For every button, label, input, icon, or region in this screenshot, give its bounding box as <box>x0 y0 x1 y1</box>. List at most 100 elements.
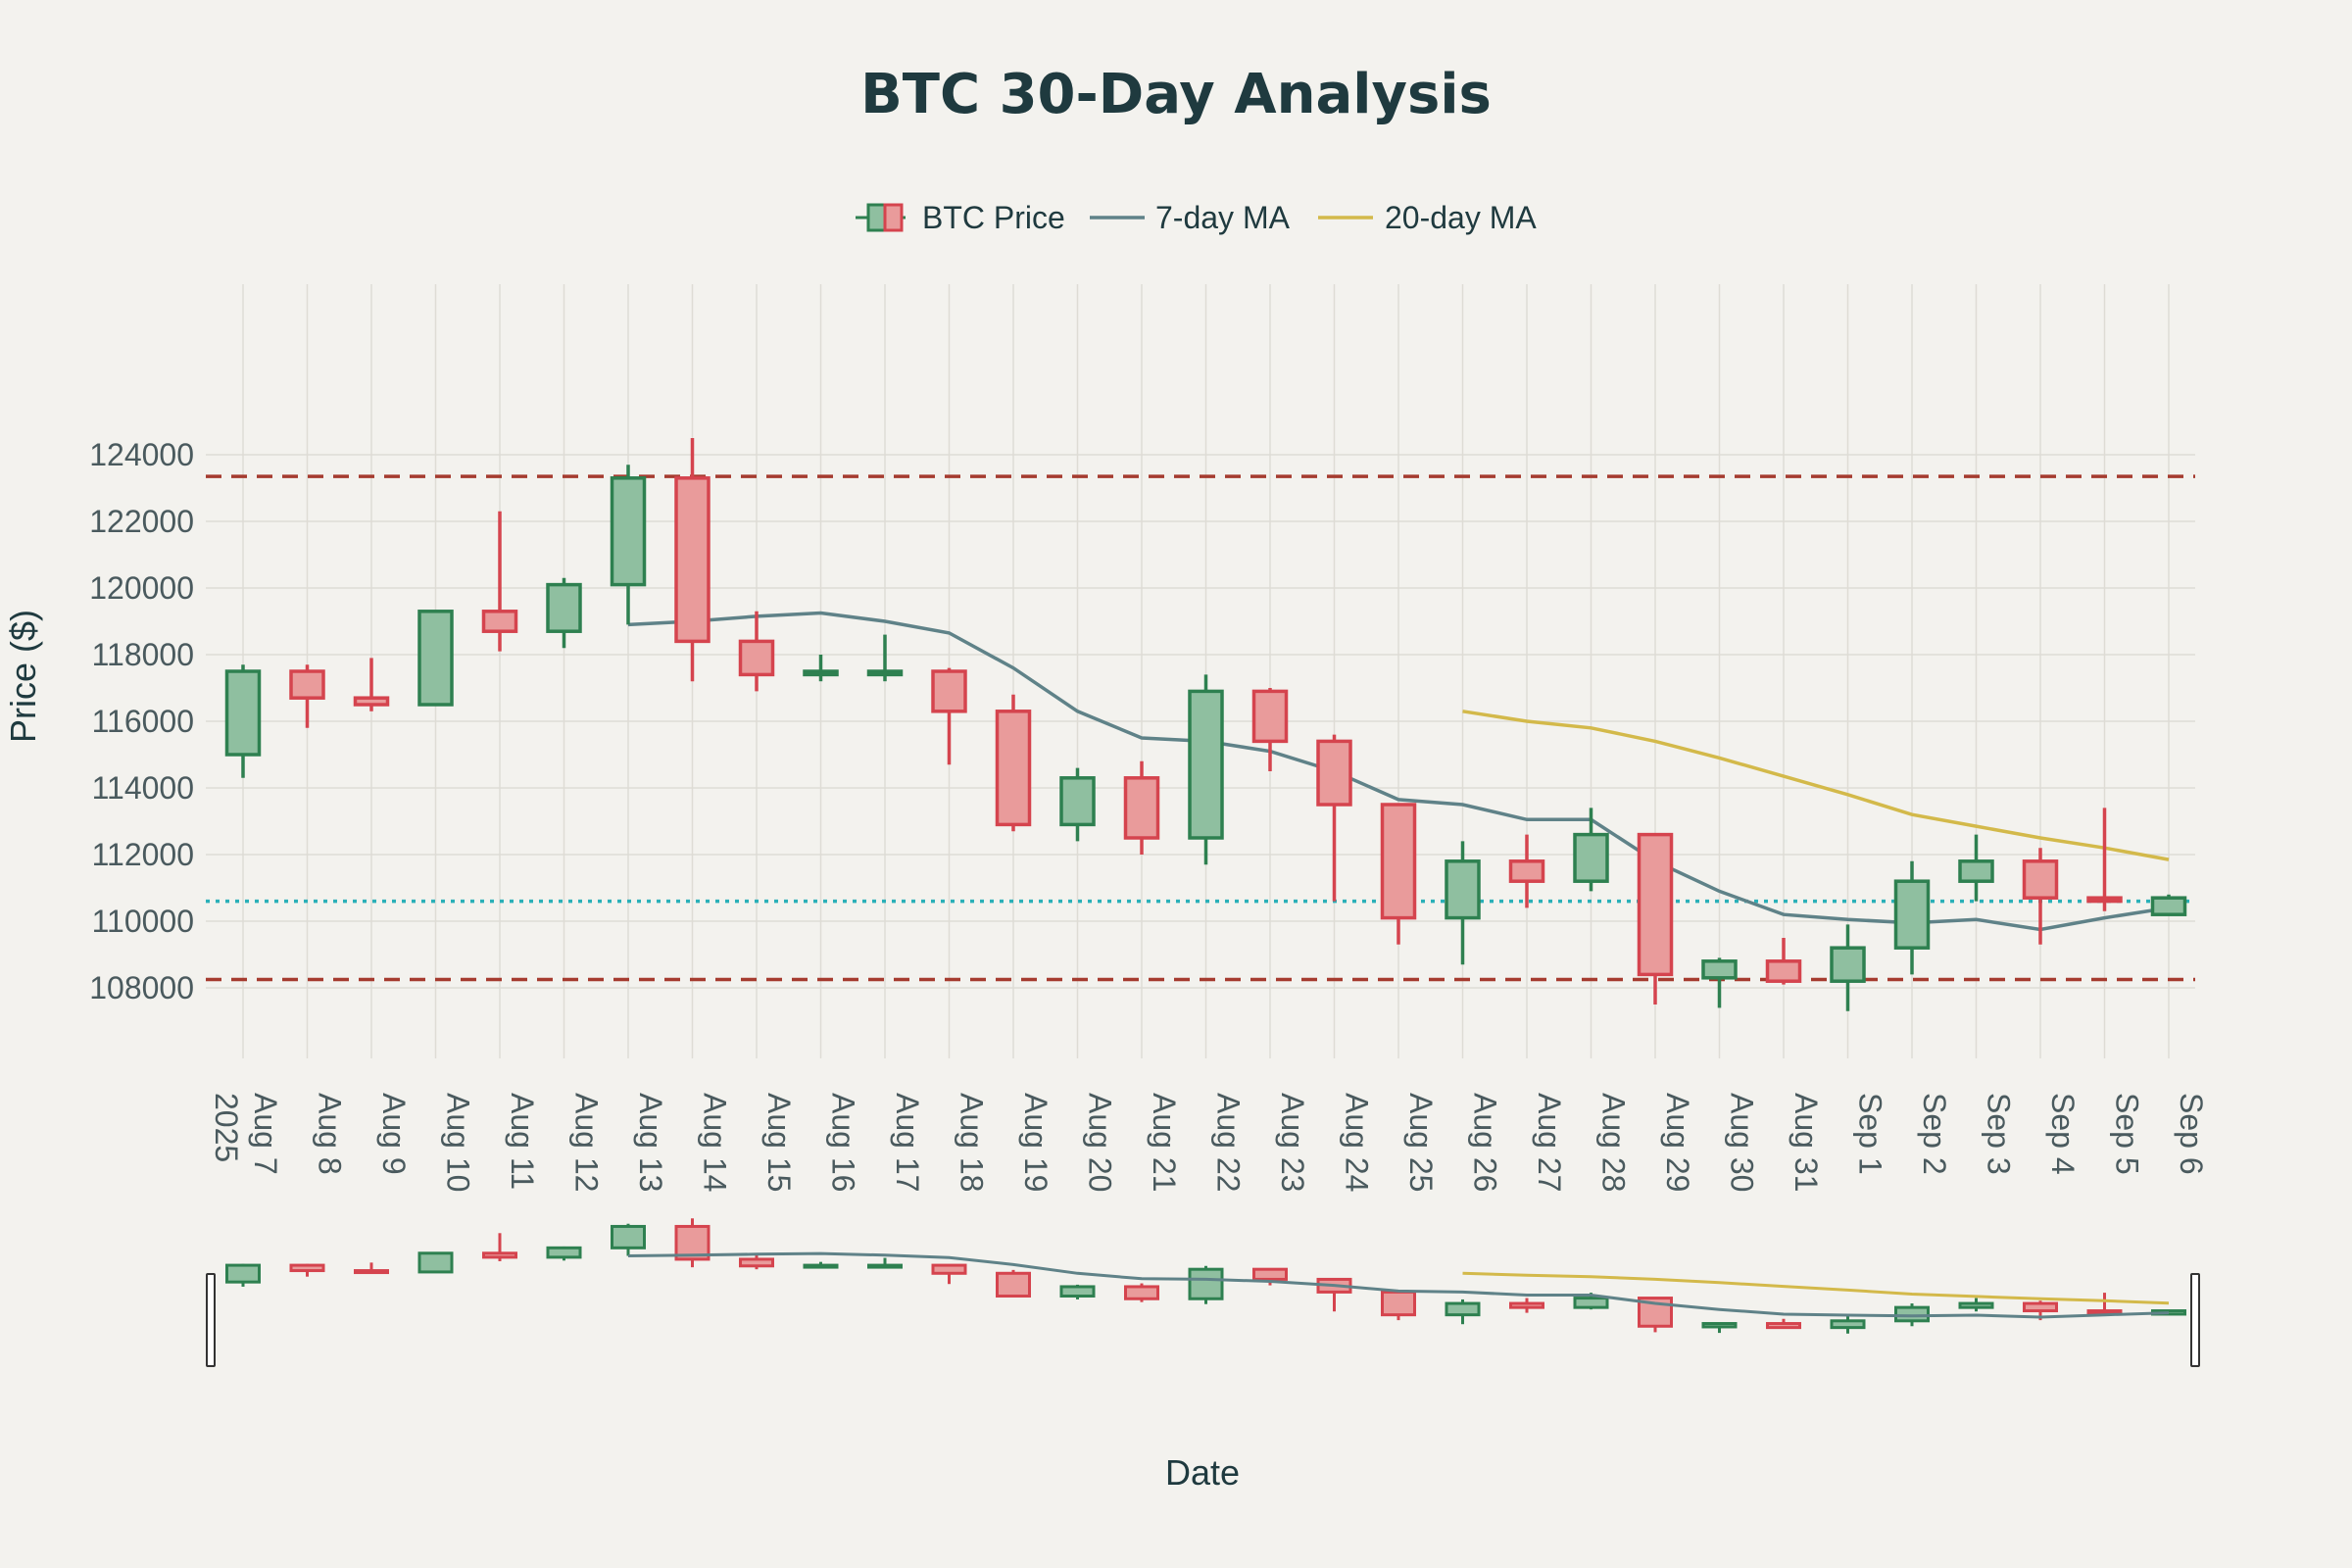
slider-body <box>482 1251 517 1259</box>
btc-candle <box>1188 674 1224 865</box>
y-tick-label: 116000 <box>92 704 194 739</box>
x-tick-label: Aug 23 <box>1275 1093 1310 1192</box>
btc-body <box>866 669 904 677</box>
y-tick-label: 110000 <box>92 904 194 939</box>
slider-candle <box>1701 1322 1738 1334</box>
btc-body <box>224 669 262 757</box>
slider-candle <box>739 1252 774 1270</box>
x-tick-label: Aug 21 <box>1147 1093 1182 1192</box>
btc-candle <box>417 610 454 707</box>
slider-body <box>1958 1301 1994 1309</box>
x-tick-label: Aug 22 <box>1211 1093 1247 1192</box>
btc-body <box>1701 959 1738 980</box>
slider-body <box>1509 1301 1544 1309</box>
btc-candle <box>610 465 647 625</box>
slider-body <box>2086 1309 2123 1315</box>
btc-candle <box>289 664 325 728</box>
btc-candle <box>866 634 904 682</box>
x-tick-label: Aug 19 <box>1018 1093 1054 1192</box>
x-tick-label: Aug 26 <box>1468 1093 1503 1192</box>
y-tick-label: 112000 <box>92 837 194 872</box>
btc-candle <box>2086 808 2123 911</box>
y-tick-label: 108000 <box>89 970 194 1005</box>
x-tick-label: Aug 16 <box>826 1093 861 1192</box>
btc-body <box>1445 859 1481 920</box>
btc-candle <box>353 658 390 711</box>
slider-candle <box>996 1269 1031 1298</box>
btc-candle <box>1637 832 1674 1004</box>
btc-body <box>1188 689 1224 840</box>
x-tick-label: Sep 2 <box>1917 1093 1952 1175</box>
btc-candle <box>1508 834 1545 908</box>
btc-candle <box>1123 760 1160 855</box>
y-axis-title: Price ($) <box>3 610 43 743</box>
x-tick-year-label: 2025 <box>209 1093 244 1162</box>
btc-candle <box>481 511 518 652</box>
x-tick-label: Aug 24 <box>1340 1093 1375 1192</box>
btc-body <box>738 639 775 677</box>
x-axis-ticks: Aug 7 Aug 8 Aug 9 Aug 10 Aug 11 Aug 12 Aug 13 A… <box>209 1093 2209 1192</box>
slider-body <box>739 1257 774 1268</box>
slider-body <box>1381 1290 1416 1317</box>
legend-icon-up <box>866 203 887 232</box>
slider-body <box>611 1224 646 1250</box>
btc-body <box>2150 896 2187 916</box>
slider-left-handle[interactable] <box>206 1273 216 1367</box>
range-slider[interactable] <box>206 1218 2200 1367</box>
legend[interactable]: BTC Price 7-day MA 20-day MA <box>856 200 1537 235</box>
slider-candle <box>1188 1265 1224 1304</box>
btc-candle <box>2150 894 2187 916</box>
x-tick-label: Sep 6 <box>2174 1093 2209 1175</box>
x-tick-label: Aug 29 <box>1660 1093 1695 1192</box>
x-tick-label: Aug 15 <box>761 1093 797 1192</box>
btc-body <box>1123 776 1160 840</box>
slider-right-handle[interactable] <box>2190 1273 2200 1367</box>
slider-body <box>867 1263 903 1269</box>
slider-candle <box>803 1261 839 1269</box>
x-tick-label: Aug 17 <box>890 1093 925 1192</box>
chart-title: BTC 30-Day Analysis <box>860 63 1492 126</box>
btc-candle <box>1893 860 1931 975</box>
slider-candle <box>354 1262 389 1275</box>
btc-candle <box>1059 767 1096 842</box>
btc-candle <box>931 667 967 765</box>
slider-candle <box>1830 1316 1866 1334</box>
slider-candle <box>482 1233 517 1261</box>
btc-candle <box>2022 848 2059 945</box>
x-axis-title: Date <box>1165 1452 1240 1493</box>
slider-candle <box>546 1246 582 1261</box>
btc-body <box>289 669 325 700</box>
btc-body <box>1251 689 1289 744</box>
x-tick-label: Aug 8 <box>313 1093 348 1175</box>
x-tick-label: Aug 31 <box>1788 1093 1824 1192</box>
btc-body <box>2086 896 2123 904</box>
slider-candle <box>2086 1293 2123 1315</box>
legend-label-btc: BTC Price <box>922 200 1065 235</box>
btc-candle <box>224 664 262 778</box>
btc-body <box>803 669 839 677</box>
legend-icon-down <box>883 203 904 232</box>
btc-candle <box>1251 688 1289 771</box>
btc-candle <box>1701 957 1738 1008</box>
slider-body <box>1059 1285 1096 1298</box>
y-axis-ticks: 108000 110000 112000 114000 116000 118000 1200… <box>89 437 194 1005</box>
btc-candle <box>546 577 582 649</box>
btc-body <box>353 696 390 707</box>
slider-candle <box>611 1223 646 1256</box>
slider-ma20-line <box>1462 1271 2170 1305</box>
slider-candle <box>674 1218 710 1268</box>
slider-candle <box>1509 1298 1544 1313</box>
slider-body <box>1894 1305 1930 1323</box>
slider-candle <box>225 1263 261 1287</box>
candles <box>224 438 2187 1011</box>
slider-body <box>931 1263 967 1275</box>
btc-body <box>417 610 454 707</box>
btc-candle <box>1765 938 1802 985</box>
btc-body <box>1958 859 1994 883</box>
slider-body <box>1766 1322 1801 1330</box>
btc-body <box>995 710 1032 827</box>
btc-body <box>2022 859 2059 900</box>
slider-candle <box>417 1251 454 1274</box>
